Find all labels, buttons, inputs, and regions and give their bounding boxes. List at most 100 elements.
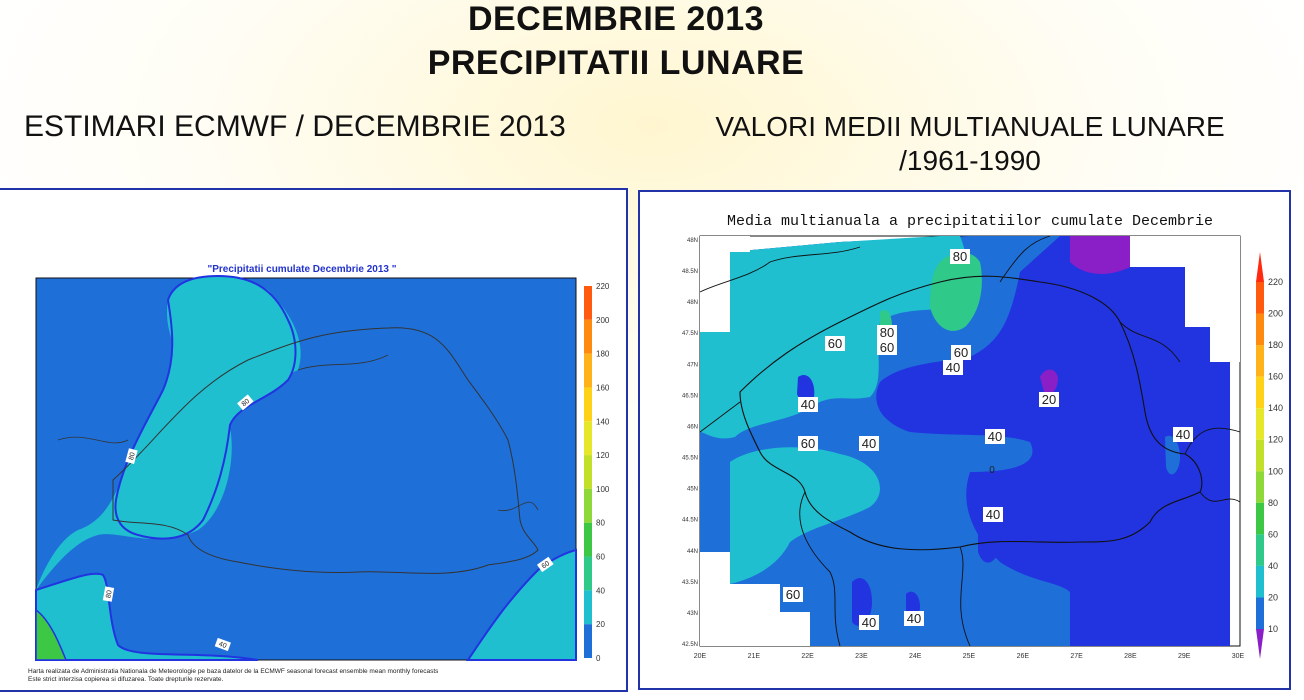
ecmwf-contour-60-se (466, 548, 577, 661)
climatology-colorbar-tick: 200 (1268, 309, 1283, 319)
climatology-colorbar-tick: 120 (1268, 435, 1283, 445)
climatology-label-0: 0 (989, 465, 995, 476)
climatology-colorbar-tick: 160 (1268, 372, 1283, 382)
ecmwf-colorbar-band (584, 353, 592, 388)
ecmwf-label-40: 40 (218, 641, 228, 650)
left-section-heading: ESTIMARI ECMWF / DECEMBRIE 2013 (24, 110, 566, 143)
climatology-field-0-20-north (1070, 236, 1130, 274)
climatology-lat-tick: 47N (687, 362, 698, 368)
ecmwf-colorbar-band (584, 556, 592, 591)
climatology-colorbar-band (1256, 565, 1264, 598)
climatology-lon-ticks: 20E 21E 22E 23E 24E 25E 26E 27E 28E 29E 30E (694, 653, 1245, 660)
climatology-label-40-g: 40 (862, 615, 876, 630)
climatology-map: Media multianuala a precipitatiilor cumu… (682, 213, 1283, 660)
ecmwf-colorbar-tick: 220 (596, 282, 610, 291)
climatology-colorbar-tick: 140 (1268, 403, 1283, 413)
right-heading-line1: VALORI MEDII MULTIANUALE LUNARE (715, 111, 1225, 142)
climatology-label-40-c: 40 (862, 436, 876, 451)
ecmwf-colorbar-tick: 180 (596, 350, 610, 359)
ecmwf-colorbar-band (584, 455, 592, 489)
climatology-colorbar-band (1256, 376, 1264, 409)
climatology-label-40-h: 40 (907, 611, 921, 626)
ecmwf-colorbar-tick: 0 (596, 654, 601, 663)
climatology-spot-40-e (1165, 435, 1180, 475)
climatology-lon-tick: 28E (1124, 653, 1137, 660)
climatology-label-40-b: 40 (801, 397, 815, 412)
ecmwf-map-title: "Precipitatii cumulate Decembrie 2013 " (207, 264, 396, 275)
climatology-colorbar-cap-bottom (1256, 629, 1264, 659)
climatology-lat-tick: 43N (687, 611, 698, 617)
right-section-heading: VALORI MEDII MULTIANUALE LUNARE /1961-19… (690, 110, 1250, 178)
climatology-colorbar-tick: 220 (1268, 277, 1283, 287)
ecmwf-map: "Precipitatii cumulate Decembrie 2013 " … (35, 264, 610, 663)
climatology-label-20: 20 (1042, 392, 1056, 407)
climatology-lat-tick: 48.5N (682, 269, 698, 275)
page-title: DECEMBRIE 2013 (467, 0, 765, 38)
climatology-colorbar-band (1256, 408, 1264, 440)
ecmwf-colorbar-tick: 200 (596, 316, 610, 325)
climatology-colorbar-tick: 20 (1268, 592, 1278, 602)
ecmwf-contour-80 (114, 274, 297, 540)
climatology-colorbar-tick: 60 (1268, 529, 1278, 539)
climatology-lat-tick: 45N (687, 487, 698, 493)
climatology-lat-tick: 44N (687, 549, 698, 555)
climatology-lon-tick: 29E (1178, 653, 1191, 660)
climatology-map-title: Media multianuala a precipitatiilor cumu… (727, 213, 1213, 230)
page-subtitle: PRECIPITATII LUNARE (427, 44, 805, 82)
ecmwf-colorbar-band (584, 624, 592, 658)
ecmwf-colorbar-tick: 160 (596, 383, 610, 392)
climatology-colorbar-band (1256, 597, 1264, 629)
climatology-lon-tick: 27E (1070, 653, 1083, 660)
climatology-spot-40-c (906, 591, 920, 617)
climatology-lat-tick: 44.5N (682, 518, 698, 524)
ecmwf-label-80-a: 80 (241, 398, 252, 408)
climatology-label-80-a: 80 (953, 249, 967, 264)
ecmwf-colorbar-band (584, 421, 592, 456)
climatology-lat-tick: 47.5N (682, 331, 698, 337)
ecmwf-colorbar-band (584, 286, 592, 320)
ecmwf-colorbar-band (584, 387, 592, 422)
ecmwf-colorbar-tick: 100 (596, 485, 610, 494)
ecmwf-colorbar-band (584, 319, 592, 354)
ecmwf-colorbar-band (584, 590, 592, 625)
ecmwf-colorbar-tick: 80 (596, 519, 605, 528)
ecmwf-colorbar-tick: 20 (596, 620, 605, 629)
climatology-colorbar-tick: 100 (1268, 466, 1283, 476)
climatology-country-border (739, 275, 1203, 551)
climatology-lat-tick: 42.5N (682, 642, 698, 648)
climatology-nodata-nw (700, 236, 750, 332)
climatology-field-80-100 (930, 252, 982, 331)
climatology-lon-tick: 25E (963, 653, 976, 660)
climatology-colorbar-band (1256, 534, 1264, 566)
ecmwf-footnote-1: Harta realizata de Administratia Nationa… (28, 668, 439, 675)
climatology-label-60-c: 60 (954, 345, 968, 360)
climatology-lat-tick: 48N (687, 238, 698, 244)
climatology-field-60-80-west (730, 447, 880, 584)
climatology-lat-tick: 45.5N (682, 456, 698, 462)
right-heading-line2: /1961-1990 (899, 145, 1041, 176)
climatology-colorbar: 220 200 180 160 140 120 100 80 60 40 20 10 (1256, 252, 1283, 659)
ecmwf-colorbar-tick: 40 (596, 586, 605, 595)
climatology-lat-tick: 48N (687, 300, 698, 306)
climatology-lon-tick: 22E (801, 653, 814, 660)
climatology-lat-tick: 46N (687, 424, 698, 430)
ecmwf-colorbar-tick: 120 (596, 451, 610, 460)
climatology-neighbor-borders (699, 235, 1241, 647)
climatology-lon-tick: 24E (909, 653, 922, 660)
climatology-nodata-sw (700, 552, 810, 646)
climatology-lat-ticks: 48N 48.5N 48N 47.5N 47N 46.5N 46N 45.5N 45N 44.5N… (682, 238, 698, 648)
climatology-colorbar-band (1256, 439, 1264, 472)
climatology-colorbar-tick: 40 (1268, 561, 1278, 571)
climatology-colorbar-tick: 180 (1268, 340, 1283, 350)
climatology-colorbar-tick: 80 (1268, 498, 1278, 508)
ecmwf-label-60: 60 (541, 560, 551, 570)
ecmwf-contour-60-sw (35, 572, 259, 661)
climatology-colorbar-cap-top (1256, 252, 1264, 282)
climatology-lon-tick: 20E (694, 653, 707, 660)
climatology-lon-tick: 30E (1232, 653, 1245, 660)
ecmwf-colorbar-tick: 60 (596, 553, 605, 562)
climatology-lon-tick: 23E (855, 653, 868, 660)
climatology-colorbar-band (1256, 502, 1264, 535)
climatology-spot-40-b (852, 578, 872, 626)
